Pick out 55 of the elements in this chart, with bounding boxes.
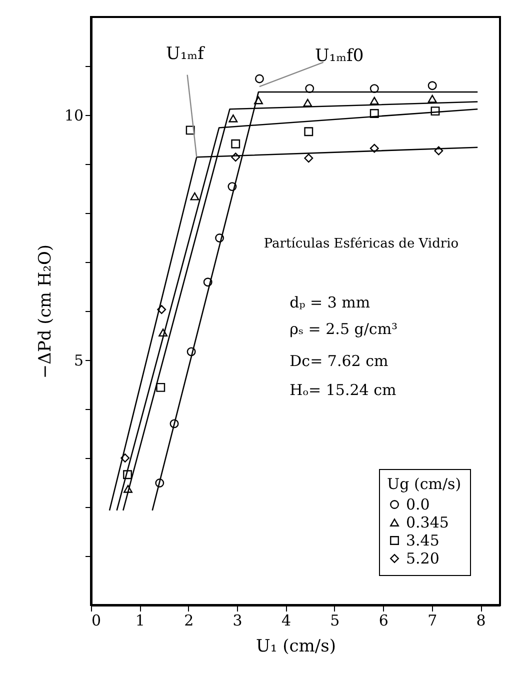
x-tick-label: 3 [232, 612, 242, 630]
point [231, 152, 240, 162]
x-tick-label: 1 [135, 612, 145, 630]
point [157, 305, 166, 314]
point [434, 146, 444, 156]
point [254, 74, 264, 84]
annotation: U₁ₘf [166, 44, 206, 64]
point [303, 98, 312, 107]
annotation: Partículas Esféricas de Vidrio [264, 236, 459, 252]
point [370, 144, 379, 153]
point [156, 382, 166, 392]
annotation: ρₛ = 2.5 g/cm³ [290, 320, 398, 338]
x-tick-label: 8 [476, 612, 486, 630]
x-tick-label: 2 [184, 612, 194, 630]
x-tick-label: 6 [378, 612, 388, 630]
point [370, 109, 379, 118]
y-axis-title: −ΔPd (cm H₂O) [35, 244, 56, 379]
annotation: dₚ = 3 mm [290, 294, 370, 312]
point [305, 84, 314, 94]
point [231, 139, 240, 148]
point [228, 182, 237, 192]
point [186, 126, 195, 135]
point [123, 470, 132, 480]
x-tick-label: 5 [330, 612, 340, 630]
annotation: Dc= 7.62 cm [290, 352, 388, 370]
point [370, 84, 379, 94]
point [254, 96, 263, 104]
point [370, 96, 379, 105]
x-tick-label: 0 [92, 612, 102, 630]
annotation: U₁ₘf0 [314, 46, 364, 66]
legend-label: 0.0 [406, 496, 430, 514]
point [430, 106, 440, 116]
point [190, 192, 200, 200]
legend-label: 3.45 [406, 532, 440, 550]
point [124, 484, 132, 493]
annotation: Hₒ= 15.24 cm [290, 380, 396, 399]
point [186, 347, 196, 356]
x-axis-title: U₁ (cm/s) [256, 636, 336, 656]
point [215, 234, 224, 242]
point [158, 328, 168, 337]
point [155, 478, 164, 488]
x-tick-label: 7 [428, 612, 438, 630]
point [228, 114, 238, 122]
point [428, 81, 437, 90]
legend-title: Ug (cm/s) [387, 475, 462, 493]
point [203, 278, 212, 287]
point [304, 154, 314, 163]
point [120, 454, 130, 462]
legend-label: 0.345 [406, 514, 449, 532]
y-tick-label: 10 [64, 106, 84, 124]
point [304, 127, 314, 136]
point [170, 419, 179, 428]
point [428, 94, 437, 103]
legend-label: 5.20 [406, 550, 440, 568]
x-tick-label: 4 [281, 612, 292, 630]
